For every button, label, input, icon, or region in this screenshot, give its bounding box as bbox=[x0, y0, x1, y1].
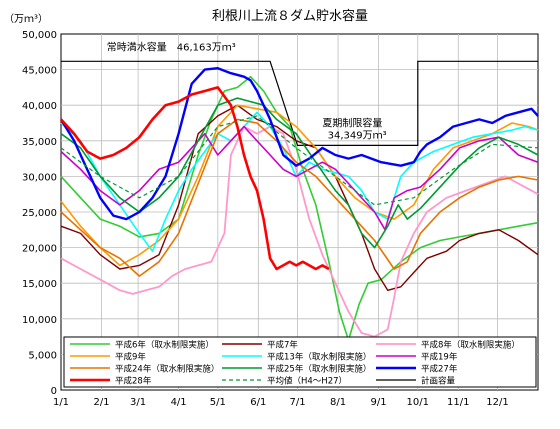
legend-label: 平成25年（取水制限実施） bbox=[267, 364, 371, 375]
x-tick-label: 5/1 bbox=[210, 397, 226, 408]
legend-label: 平成7年 bbox=[267, 340, 298, 351]
x-tick-label: 11/1 bbox=[447, 397, 469, 408]
y-tick-label: 35,000 bbox=[22, 137, 57, 148]
legend-label: 平成19年 bbox=[421, 352, 458, 363]
legend-label: 計画容量 bbox=[421, 376, 456, 387]
x-tick-label: 12/1 bbox=[486, 397, 508, 408]
series-line-10 bbox=[60, 115, 539, 206]
y-tick-label: 0 bbox=[51, 386, 57, 397]
x-tick-label: 6/1 bbox=[250, 397, 266, 408]
x-tick-label: 4/1 bbox=[171, 397, 187, 408]
chart-title: 利根川上流８ダム貯水容量 bbox=[212, 8, 368, 24]
series-line-9 bbox=[60, 86, 330, 271]
y-tick-labels: 0 5,000 10,000 15,000 20,000 25,000 30,000 35,0… bbox=[22, 30, 57, 397]
y-tick-label: 20,000 bbox=[22, 244, 57, 255]
series-line-8 bbox=[59, 66, 539, 221]
legend: 平成6年（取水制限実施） 平成7年 平成8年（取水制限実施） 平成9年 平成13年（取水… bbox=[63, 336, 537, 388]
legend-label: 平成28年 bbox=[115, 376, 152, 387]
annotation-label: 常時満水容量 46,163万ｍ³ bbox=[107, 40, 236, 53]
series-line-3 bbox=[60, 104, 539, 267]
series-line-6 bbox=[60, 118, 539, 277]
y-tick-label: 25,000 bbox=[22, 208, 57, 219]
x-tick-label: 9/1 bbox=[371, 397, 387, 408]
capacity-line-group bbox=[61, 60, 538, 146]
x-tick-labels: 1/1 2/1 3/1 4/1 5/1 6/1 7/1 8/1 9/1 10/1 11/1 12/1 bbox=[53, 397, 509, 408]
x-tick-label: 10/1 bbox=[407, 397, 429, 408]
y-tick-label: 5,000 bbox=[28, 350, 57, 361]
x-tick-label: 7/1 bbox=[289, 397, 305, 408]
legend-label: 平成13年（取水制限実施） bbox=[267, 352, 371, 363]
annotation-label: 夏期制限容量 bbox=[322, 117, 382, 130]
y-tick-label: 15,000 bbox=[22, 279, 57, 290]
x-tick-label: 1/1 bbox=[53, 397, 69, 408]
legend-label: 平成8年（取水制限実施） bbox=[421, 340, 520, 351]
series-lines bbox=[59, 66, 539, 342]
series-line-5 bbox=[60, 125, 539, 231]
x-tick-label: 2/1 bbox=[93, 397, 109, 408]
y-tick-label: 10,000 bbox=[22, 315, 57, 326]
y-tick-label: 45,000 bbox=[22, 66, 57, 77]
annotation-label: 34,349万ｍ³ bbox=[328, 131, 387, 142]
x-tick-label: 3/1 bbox=[130, 397, 146, 408]
y-tick-label: 50,000 bbox=[22, 30, 57, 41]
x-tick-label: 8/1 bbox=[330, 397, 346, 408]
capacity-line bbox=[61, 60, 538, 146]
y-tick-label: 40,000 bbox=[22, 101, 57, 112]
legend-box bbox=[63, 336, 537, 388]
legend-label: 平成24年（取水制限実施） bbox=[115, 364, 219, 375]
series-line-2 bbox=[60, 125, 539, 338]
y-axis-unit: （万ｍ³） bbox=[4, 13, 48, 25]
legend-label: 平均値（H4～H27） bbox=[267, 376, 347, 387]
y-tick-label: 30,000 bbox=[22, 172, 57, 183]
legend-label: 平成27年 bbox=[421, 364, 458, 375]
legend-label: 平成9年 bbox=[115, 352, 146, 363]
legend-label: 平成6年（取水制限実施） bbox=[115, 340, 214, 351]
